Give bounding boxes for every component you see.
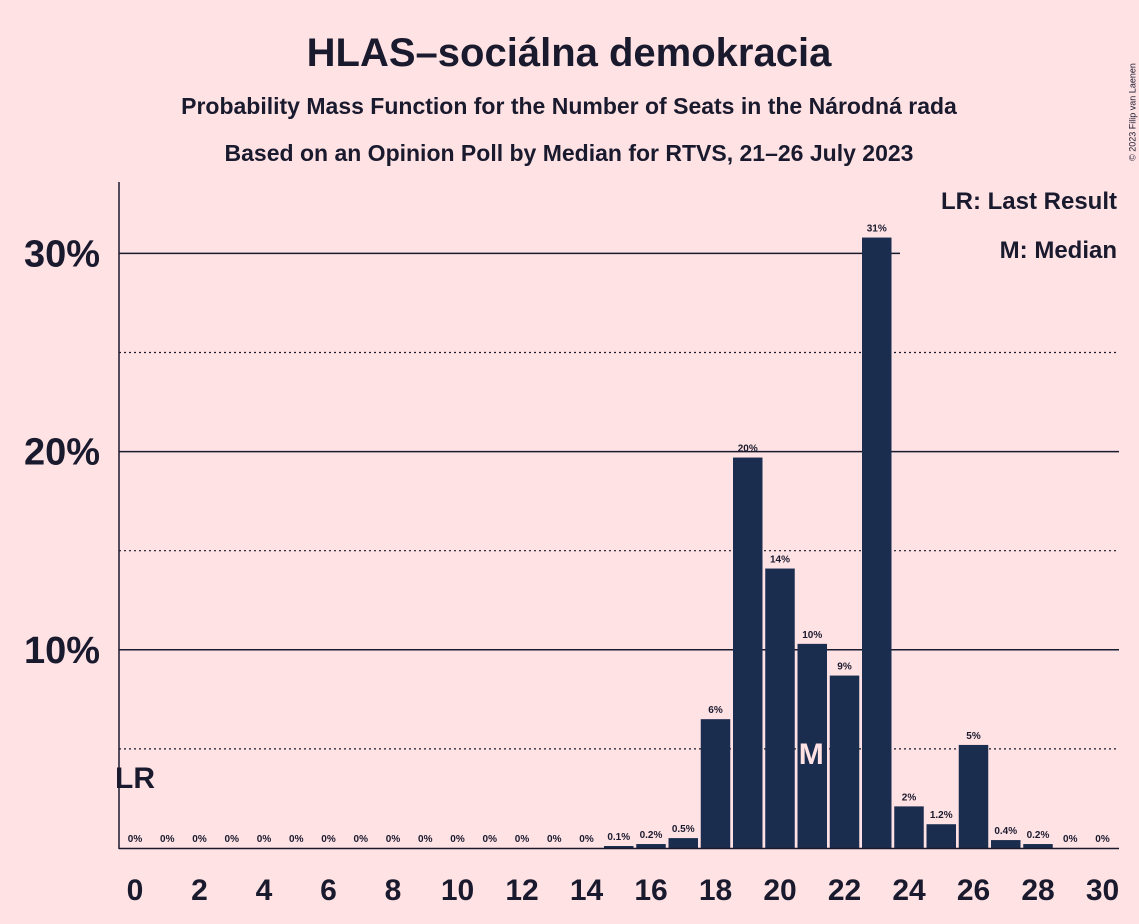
x-tick-label: 6 [320,874,337,907]
data-label: 0.2% [640,830,663,841]
data-label: 0% [128,834,143,845]
bars [604,237,1053,848]
data-label: 31% [867,224,887,235]
data-label: 0.4% [994,826,1017,837]
x-tick-label: 0 [127,874,144,907]
last-result-marker: LR [115,762,155,795]
data-label: 0% [1063,834,1078,845]
data-label: 0.5% [672,824,695,835]
legend-median: M: Median [1000,237,1117,264]
bar [604,846,634,848]
data-label: 10% [802,630,822,641]
data-label: 0% [192,834,207,845]
bar [829,675,860,848]
x-tick-label: 12 [505,874,538,907]
bar [700,719,731,848]
data-label: 0% [225,834,240,845]
chart-subtitle-source: Based on an Opinion Poll by Median for R… [225,140,914,166]
x-tick-label: 26 [957,874,990,907]
data-label: 0% [289,834,304,845]
y-tick-label: 30% [24,233,100,275]
data-label: 0% [418,834,433,845]
data-labels: 0% 0% 0% 0% 0% 0% 0% 0% 0% 0% 0% 0% 0% 0% 0% 0.1% 0.2% 0.… [128,224,1110,845]
data-label: 0.1% [607,832,630,843]
x-tick-label: 22 [828,874,861,907]
y-axis-ticks: 10% 20% 30% [24,233,100,671]
chart-subtitle: Probability Mass Function for the Number… [181,93,957,119]
x-tick-label: 14 [570,874,604,907]
y-tick-label: 10% [24,630,100,672]
data-label: 6% [708,705,723,716]
data-label: 0% [547,834,562,845]
bar [926,824,956,848]
legend-background [900,184,1119,264]
data-label: 0% [450,834,465,845]
data-label: 0% [1095,834,1110,845]
x-tick-label: 4 [256,874,273,907]
data-label: 0% [483,834,498,845]
data-label: 20% [738,444,758,455]
data-label: 0% [257,834,272,845]
bar [733,457,763,848]
y-tick-label: 20% [24,432,100,474]
x-tick-label: 16 [634,874,667,907]
x-tick-label: 2 [191,874,208,907]
data-label: 0% [579,834,594,845]
bar [1023,844,1053,848]
x-tick-label: 8 [385,874,402,907]
chart-title: HLAS–sociálna demokracia [307,31,832,75]
median-marker: M [799,738,824,771]
grid-lines [119,252,1119,750]
bar [991,840,1021,848]
legend-last-result: LR: Last Result [941,188,1117,215]
x-tick-label: 10 [441,874,474,907]
data-label: 0% [321,834,336,845]
data-label: 1.2% [930,810,953,821]
bar [636,844,666,848]
x-tick-label: 18 [699,874,732,907]
data-label: 5% [966,731,981,742]
x-tick-label: 30 [1086,874,1119,907]
x-tick-label: 28 [1021,874,1054,907]
data-label: 0% [515,834,530,845]
data-label: 0% [160,834,175,845]
bar [958,744,989,848]
data-label: 9% [837,662,852,673]
legend: LR: Last Result M: Median [900,184,1119,264]
copyright-text: © 2023 Filip van Laenen [1127,63,1137,161]
bar [862,237,892,848]
x-axis-ticks: 0 2 4 6 8 10 12 14 16 18 20 22 24 26 28 30 [127,874,1120,907]
data-label: 2% [902,792,917,803]
x-tick-label: 24 [892,874,926,907]
bar [797,643,827,848]
data-label: 0% [354,834,369,845]
bar [765,568,795,848]
bar [894,806,924,848]
data-label: 14% [770,555,790,566]
bar [668,838,698,848]
data-label: 0.2% [1027,830,1050,841]
x-tick-label: 20 [763,874,796,907]
data-label: 0% [386,834,401,845]
